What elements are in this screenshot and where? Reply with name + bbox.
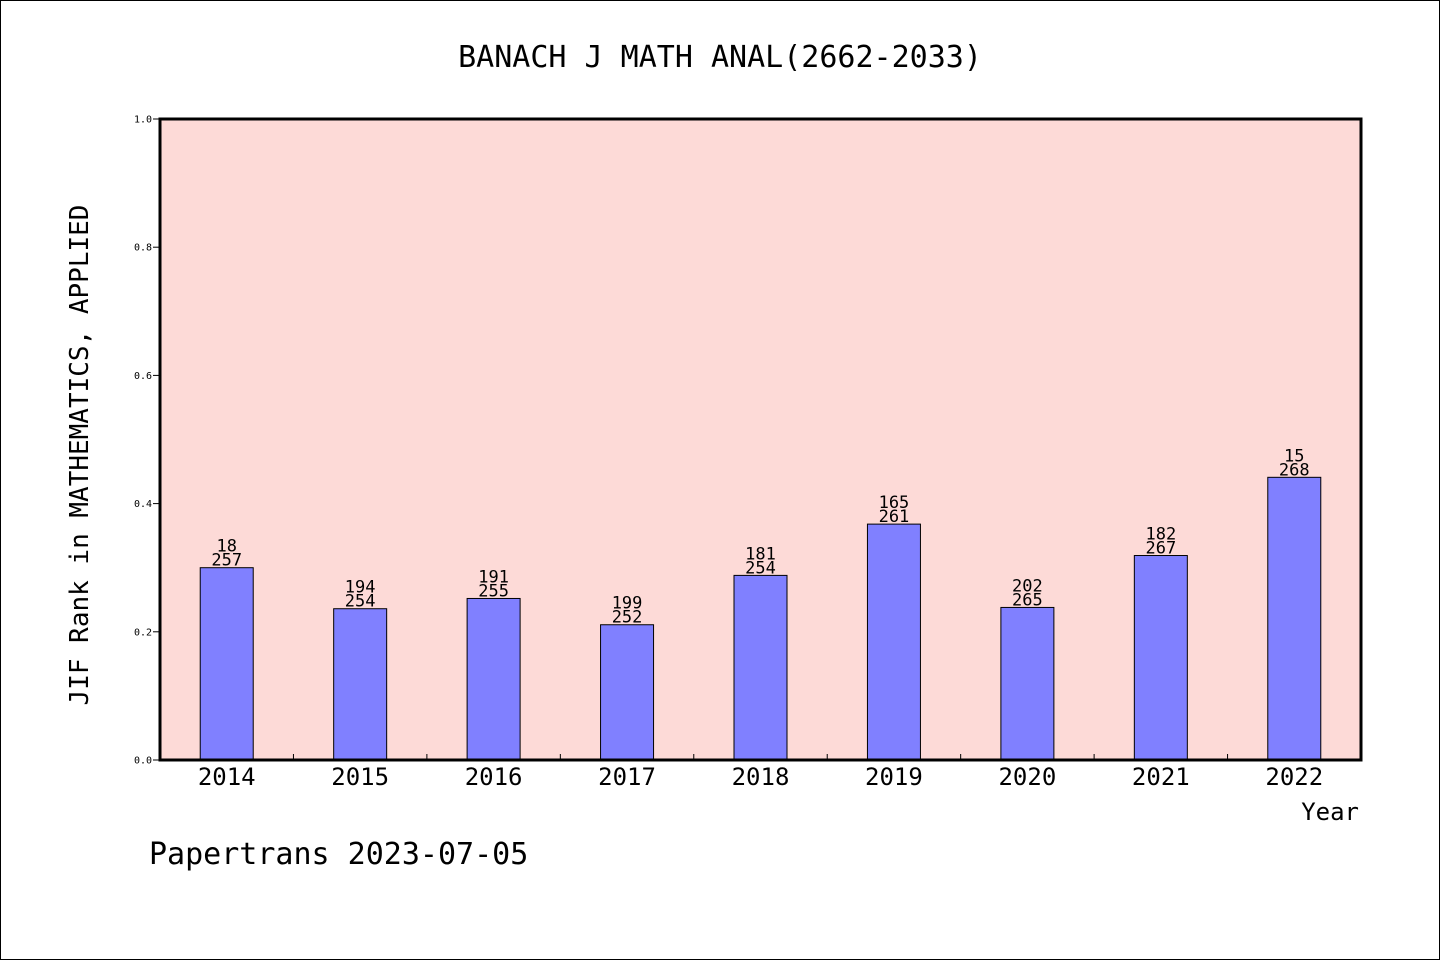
- x-tick-label: 2022: [1265, 763, 1323, 791]
- y-tick-label: 0.4: [134, 499, 152, 510]
- chart-title: BANACH J MATH ANAL(2662-2033): [458, 40, 982, 75]
- x-tick-label: 2018: [732, 763, 790, 791]
- x-tick-label: 2020: [998, 763, 1056, 791]
- y-axis-label: JIF Rank in MATHEMATICS, APPLIED: [65, 205, 95, 706]
- bar-2018: [733, 574, 788, 761]
- y-tick-label: 0.0: [134, 756, 152, 767]
- bar-label-top: 202: [1012, 576, 1043, 596]
- bar-2019: [866, 523, 921, 761]
- bar-label-bottom: 265: [1012, 590, 1043, 610]
- bar-2016: [466, 597, 521, 761]
- bar-label-bottom: 261: [879, 507, 910, 527]
- bar-label-top: 191: [478, 567, 509, 587]
- bar-2021: [1133, 555, 1188, 761]
- y-axis-ticks: 0.0 0.2 0.4 0.6 0.8 1.0: [134, 115, 160, 767]
- y-tick-label: 0.8: [134, 243, 152, 254]
- bar-2015: [333, 608, 388, 761]
- x-tick-label: 2021: [1132, 763, 1190, 791]
- x-tick-label: 2016: [465, 763, 523, 791]
- x-tick-label: 2017: [598, 763, 656, 791]
- y-tick-label: 0.2: [134, 627, 152, 638]
- bar-label-top: 181: [745, 544, 776, 564]
- bar-label-bottom: 267: [1145, 539, 1176, 559]
- plot-border: [158, 117, 1363, 762]
- y-tick-label: 1.0: [134, 115, 152, 126]
- x-axis-ticks: 2014 2015 2016 2017 2018 2019 2020 2021 2022: [198, 754, 1323, 791]
- footer-credit: Papertrans 2023-07-05: [149, 837, 528, 872]
- x-tick-label: 2015: [331, 763, 389, 791]
- bar-2022: [1267, 476, 1322, 761]
- bar-2017: [600, 624, 655, 761]
- x-tick-label: 2019: [865, 763, 923, 791]
- bar-label-bottom: 268: [1279, 460, 1310, 480]
- bar-label-top: 182: [1145, 525, 1176, 545]
- bar-label-bottom: 254: [745, 558, 776, 578]
- bar-2020: [1000, 606, 1055, 761]
- y-tick-label: 0.6: [134, 371, 152, 382]
- bar-label-top: 15: [1284, 446, 1304, 466]
- bar-label-top: 18: [216, 537, 236, 557]
- bar-label-top: 199: [612, 594, 643, 614]
- bar-label-bottom: 252: [612, 608, 643, 628]
- bar-label-bottom: 254: [345, 592, 376, 612]
- x-tick-label: 2014: [198, 763, 256, 791]
- bar-label-bottom: 257: [211, 551, 242, 571]
- bar-label-bottom: 255: [478, 581, 509, 601]
- bar-label-top: 194: [345, 578, 376, 598]
- x-axis-label: Year: [1301, 798, 1359, 826]
- bar-label-top: 165: [879, 493, 910, 513]
- bar-2014: [199, 567, 254, 761]
